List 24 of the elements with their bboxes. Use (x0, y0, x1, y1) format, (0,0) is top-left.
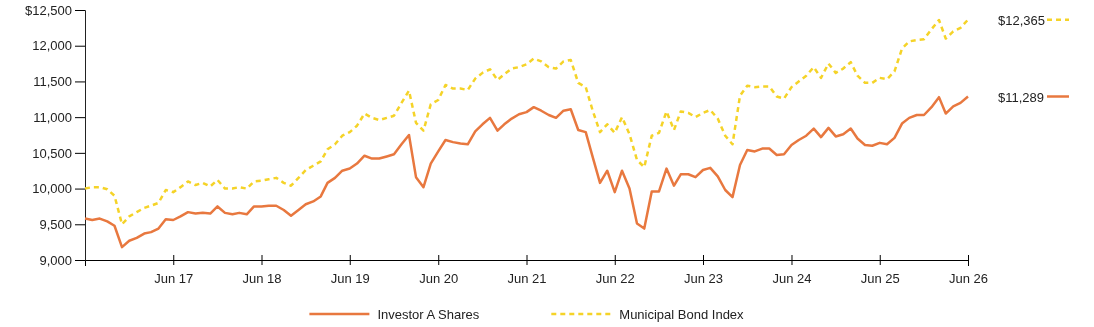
x-tick-label: Jun 17 (154, 271, 194, 287)
x-tick-label: Jun 20 (419, 271, 459, 287)
y-tick-label: 10,000 (32, 181, 72, 197)
annotation: $11,289 (998, 89, 1045, 105)
legend-label: Investor A Shares (377, 307, 480, 322)
y-tick-label: 10,500 (32, 145, 72, 161)
x-tick-label: Jun 23 (683, 271, 724, 287)
y-tick-label: 11,500 (33, 74, 72, 90)
x-tick-label: Jun 25 (860, 271, 900, 287)
x-tick-label: Jun 18 (242, 271, 282, 287)
x-tick-label: Jun 19 (330, 271, 370, 287)
x-tick-label: Jun 21 (507, 271, 547, 287)
y-tick-label: 12,000 (32, 38, 72, 54)
annotation: $12,365 (998, 12, 1045, 28)
y-tick-label: 11,000 (33, 109, 72, 125)
x-tick-label: Jun 22 (595, 271, 635, 287)
y-tick-label: 9,000 (39, 252, 72, 268)
x-tick-label: Jun 24 (772, 271, 812, 287)
line-series (83, 18, 970, 226)
y-tick-label: 9,500 (39, 216, 72, 232)
line-series (83, 95, 970, 249)
x-tick-label: Jun 26 (948, 271, 989, 287)
y-tick-label: $12,500 (25, 2, 72, 18)
legend-label: Municipal Bond Index (619, 307, 745, 322)
